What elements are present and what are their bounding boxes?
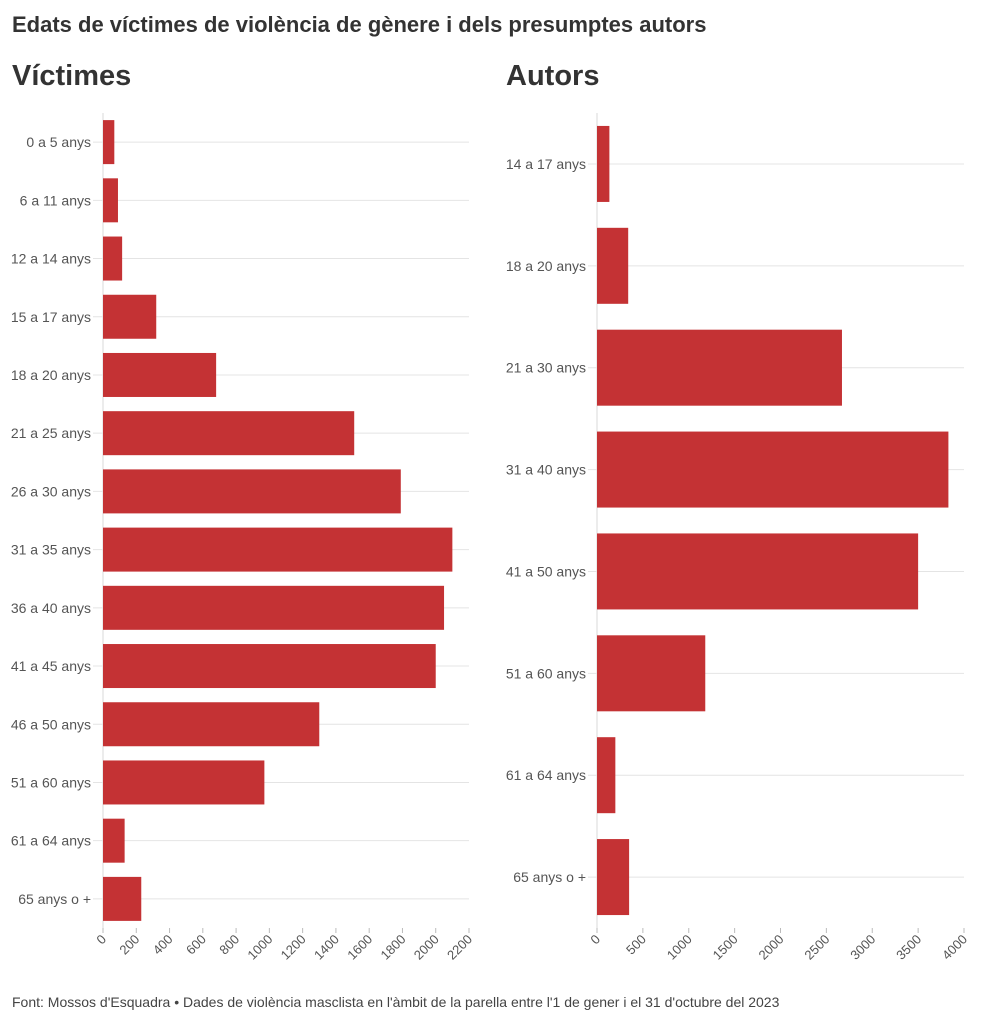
victims-bar [103,411,355,456]
authors-category-label: 18 a 20 anys [506,258,586,274]
victims-category-label: 21 a 25 anys [11,425,91,441]
victims-category-label: 36 a 40 anys [11,600,91,616]
authors-panel-title: Autors [506,60,600,92]
victims-category-label: 0 a 5 anys [26,134,91,150]
authors-tick-label: 4000 [939,932,970,963]
authors-bar [597,839,630,916]
authors-category-label: 31 a 40 anys [506,462,586,478]
victims-category-label: 15 a 17 anys [11,309,91,325]
authors-tick-label: 500 [623,932,649,958]
victims-tick-label: 1400 [311,932,342,963]
authors-category-label: 51 a 60 anys [506,665,586,681]
victims-panel-title: Víctimes [12,60,132,92]
authors-bar [597,533,919,610]
victims-tick-label: 200 [116,932,142,958]
victims-category-label: 41 a 45 anys [11,658,91,674]
victims-tick-label: 0 [93,932,109,948]
victims-category-label: 65 anys o + [18,891,91,907]
authors-bar [597,125,610,202]
victims-tick-label: 2200 [444,932,475,963]
victims-bar [103,876,142,921]
victims-tick-label: 2000 [411,932,442,963]
victims-category-label: 26 a 30 anys [11,483,91,499]
victims-category-label: 6 a 11 anys [20,192,91,208]
authors-category-label: 14 a 17 anys [506,156,586,172]
victims-bar [103,585,445,630]
victims-category-label: 12 a 14 anys [11,251,91,267]
authors-category-label: 41 a 50 anys [506,563,586,579]
authors-tick-label: 3500 [893,932,924,963]
victims-tick-label: 1600 [344,932,375,963]
authors-tick-label: 0 [587,932,603,948]
victims-bar [103,818,125,863]
victims-bar [103,527,453,572]
victims-tick-label: 600 [183,932,209,958]
victims-bar [103,236,123,281]
chart-title: Edats de víctimes de violència de gènere… [12,12,707,37]
authors-category-label: 61 a 64 anys [506,767,586,783]
victims-bar [103,120,115,165]
authors-tick-label: 2500 [801,932,832,963]
victims-bar [103,760,265,805]
victims-tick-label: 1800 [378,932,409,963]
authors-tick-label: 2000 [756,932,787,963]
source-note: Font: Mossos d'Esquadra • Dades de violè… [12,994,780,1010]
victims-category-label: 51 a 60 anys [11,774,91,790]
victims-category-label: 46 a 50 anys [11,716,91,732]
victims-bar [103,178,118,223]
authors-bar [597,635,706,712]
authors-bar [597,227,629,304]
victims-tick-label: 1200 [278,932,309,963]
victims-bar [103,644,436,689]
victims-bar [103,352,217,397]
victims-tick-label: 400 [150,932,176,958]
victims-category-label: 31 a 35 anys [11,542,91,558]
authors-tick-label: 3000 [847,932,878,963]
victims-tick-label: 800 [216,932,242,958]
victims-category-label: 18 a 20 anys [11,367,91,383]
victims-bar [103,469,401,514]
authors-tick-label: 1000 [664,932,695,963]
victims-category-label: 61 a 64 anys [11,833,91,849]
victims-bar [103,294,157,339]
authors-bar [597,431,949,508]
victims-tick-label: 1000 [244,932,275,963]
authors-bar [597,737,616,814]
authors-category-label: 21 a 30 anys [506,360,586,376]
authors-tick-label: 1500 [710,932,741,963]
authors-category-label: 65 anys o + [513,869,586,885]
victims-bar [103,702,320,747]
authors-bar [597,329,842,406]
